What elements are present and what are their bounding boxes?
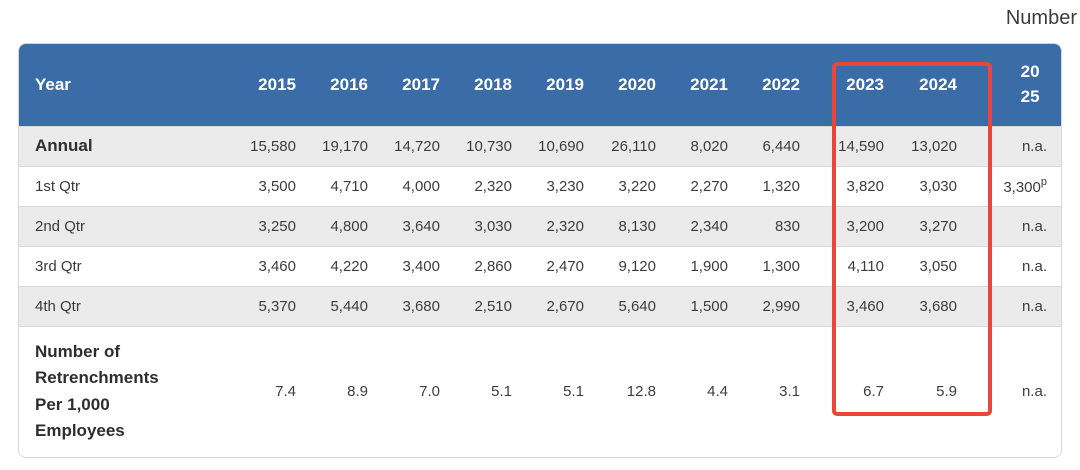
table-cell: 5.9 — [898, 325, 971, 457]
header-year: Year — [19, 44, 238, 126]
row-label: 3rd Qtr — [19, 245, 238, 286]
table-cell: 1,300 — [742, 245, 814, 286]
table-cell: 3,030 — [454, 205, 526, 246]
table-cell: 1,500 — [670, 285, 742, 326]
table-cell: 6,440 — [742, 125, 814, 166]
table-row-q4: 4th Qtr 5,370 5,440 3,680 2,510 2,670 5,… — [19, 285, 1061, 326]
table-cell: n.a. — [971, 205, 1061, 246]
table-cell: 3,230 — [526, 165, 598, 206]
table-cell: 19,170 — [310, 125, 382, 166]
table-row-annual: Annual 15,580 19,170 14,720 10,730 10,69… — [19, 125, 1061, 166]
retrenchments-table: Year 2015 2016 2017 2018 2019 2020 2021 … — [19, 44, 1061, 457]
row-label-text: Number of Retrenchments Per 1,000 Employ… — [35, 342, 159, 441]
table-cell: 2,320 — [526, 205, 598, 246]
table-cell: 10,690 — [526, 125, 598, 166]
table-cell: 13,020 — [898, 125, 971, 166]
header-2020: 2020 — [598, 44, 670, 126]
table-cell: 4,800 — [310, 205, 382, 246]
table-cell: 2,670 — [526, 285, 598, 326]
table-cell: 3,640 — [382, 205, 454, 246]
table-cell: 26,110 — [598, 125, 670, 166]
table-cell: 2,990 — [742, 285, 814, 326]
table-cell: 8,020 — [670, 125, 742, 166]
row-label: Number of Retrenchments Per 1,000 Employ… — [19, 325, 238, 457]
table-cell: 4,000 — [382, 165, 454, 206]
table-row-q3: 3rd Qtr 3,460 4,220 3,400 2,860 2,470 9,… — [19, 245, 1061, 286]
table-cell: 3,050 — [898, 245, 971, 286]
table-cell: 3,500 — [238, 165, 310, 206]
retrenchments-table-card: Year 2015 2016 2017 2018 2019 2020 2021 … — [18, 43, 1062, 458]
table-cell: 9,120 — [598, 245, 670, 286]
table-cell: 7.4 — [238, 325, 310, 457]
row-label: 2nd Qtr — [19, 205, 238, 246]
preliminary-value: 3,300 — [1003, 178, 1041, 196]
row-label: Annual — [19, 125, 238, 166]
table-cell: 3.1 — [742, 325, 814, 457]
table-cell: 5,440 — [310, 285, 382, 326]
table-cell: 2,470 — [526, 245, 598, 286]
table-cell: 4.4 — [670, 325, 742, 457]
table-cell: 2,340 — [670, 205, 742, 246]
table-cell: 14,590 — [814, 125, 898, 166]
table-cell: 8,130 — [598, 205, 670, 246]
table-cell: 2,320 — [454, 165, 526, 206]
table-row-q1: 1st Qtr 3,500 4,710 4,000 2,320 3,230 3,… — [19, 165, 1061, 206]
table-cell: 10,730 — [454, 125, 526, 166]
table-header-row: Year 2015 2016 2017 2018 2019 2020 2021 … — [19, 44, 1061, 126]
table-cell: 3,680 — [898, 285, 971, 326]
header-2016: 2016 — [310, 44, 382, 126]
header-2017: 2017 — [382, 44, 454, 126]
preliminary-superscript: p — [1040, 175, 1047, 188]
table-cell: n.a. — [971, 285, 1061, 326]
table-cell: 1,900 — [670, 245, 742, 286]
header-2015: 2015 — [238, 44, 310, 126]
table-row-rate-per-1000: Number of Retrenchments Per 1,000 Employ… — [19, 325, 1061, 457]
header-2022: 2022 — [742, 44, 814, 126]
table-cell: n.a. — [971, 245, 1061, 286]
table-cell: 3,270 — [898, 205, 971, 246]
row-label: 4th Qtr — [19, 285, 238, 326]
header-2025-text: 2025 — [1020, 62, 1040, 106]
table-cell: 3,250 — [238, 205, 310, 246]
table-cell: 7.0 — [382, 325, 454, 457]
header-2024: 2024 — [898, 44, 971, 126]
table-cell: 3,220 — [598, 165, 670, 206]
header-2021: 2021 — [670, 44, 742, 126]
table-cell-preliminary: 3,300p — [971, 165, 1061, 206]
table-cell: 3,030 — [898, 165, 971, 206]
table-cell: 5,370 — [238, 285, 310, 326]
table-cell: 3,460 — [238, 245, 310, 286]
table-cell: 3,400 — [382, 245, 454, 286]
table-cell: 5.1 — [454, 325, 526, 457]
unit-label: Number — [1005, 7, 1077, 29]
table-cell: 12.8 — [598, 325, 670, 457]
table-cell: 5.1 — [526, 325, 598, 457]
table-cell: 2,510 — [454, 285, 526, 326]
header-2025: 2025 — [971, 44, 1061, 126]
table-cell: n.a. — [971, 325, 1061, 457]
table-row-q2: 2nd Qtr 3,250 4,800 3,640 3,030 2,320 8,… — [19, 205, 1061, 246]
table-cell: 4,710 — [310, 165, 382, 206]
header-2023: 2023 — [814, 44, 898, 126]
table-cell: 2,860 — [454, 245, 526, 286]
table-cell: 6.7 — [814, 325, 898, 457]
table-cell: n.a. — [971, 125, 1061, 166]
header-2018: 2018 — [454, 44, 526, 126]
table-cell: 830 — [742, 205, 814, 246]
row-label: 1st Qtr — [19, 165, 238, 206]
header-2019: 2019 — [526, 44, 598, 126]
table-cell: 15,580 — [238, 125, 310, 166]
table-cell: 3,680 — [382, 285, 454, 326]
table-cell: 3,200 — [814, 205, 898, 246]
table-cell: 8.9 — [310, 325, 382, 457]
table-cell: 3,820 — [814, 165, 898, 206]
table-cell: 3,460 — [814, 285, 898, 326]
table-cell: 1,320 — [742, 165, 814, 206]
table-cell: 5,640 — [598, 285, 670, 326]
table-cell: 4,110 — [814, 245, 898, 286]
table-cell: 4,220 — [310, 245, 382, 286]
table-cell: 2,270 — [670, 165, 742, 206]
table-cell: 14,720 — [382, 125, 454, 166]
